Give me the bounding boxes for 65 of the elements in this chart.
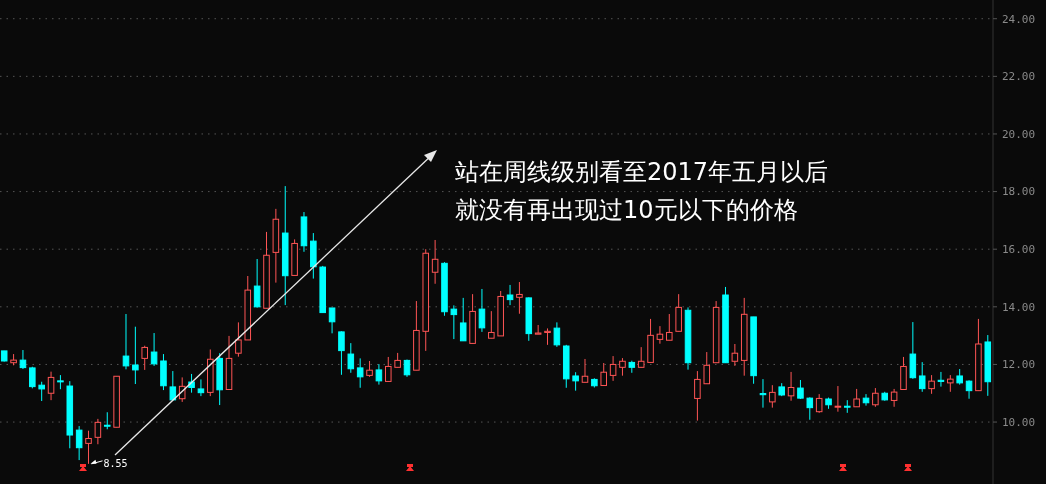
candlestick <box>94 418 102 445</box>
candlestick <box>918 361 926 393</box>
candlestick <box>834 385 842 413</box>
candlestick <box>356 357 364 389</box>
y-tick-label: 22.00 <box>1002 70 1036 84</box>
candlestick <box>431 239 439 285</box>
candlestick <box>731 343 739 367</box>
y-tick-label: 20.00 <box>1002 127 1036 141</box>
candlestick <box>132 326 139 385</box>
candlestick <box>600 362 607 386</box>
candlestick <box>937 371 945 388</box>
y-tick-label: 18.00 <box>1002 185 1036 199</box>
candlestick <box>385 356 392 382</box>
candlestick <box>488 310 495 339</box>
candlestick <box>581 358 589 383</box>
candlestick <box>253 258 261 309</box>
candlestick <box>769 384 776 409</box>
candlestick <box>235 321 242 358</box>
candlestick <box>347 342 355 374</box>
candlestick <box>150 332 158 367</box>
candlestick <box>815 393 823 414</box>
candlestick <box>787 371 795 402</box>
candlestick <box>328 307 336 334</box>
candlestick <box>47 371 55 401</box>
y-tick-label: 10.00 <box>1002 415 1036 429</box>
candlestick <box>338 330 345 376</box>
candlestick <box>75 425 83 461</box>
candlestick <box>169 370 177 401</box>
candlestick <box>862 393 870 407</box>
candlestick <box>19 349 27 370</box>
candlestick <box>141 345 148 371</box>
candlestick <box>188 373 195 394</box>
candlestick <box>375 363 383 386</box>
candlestick <box>85 430 92 465</box>
candlestick <box>806 396 814 421</box>
candlestick <box>909 321 917 380</box>
candlestick <box>122 313 130 370</box>
y-tick-label: 12.00 <box>1002 358 1036 372</box>
candlestick <box>450 304 458 340</box>
y-tick-label: 24.00 <box>1002 12 1036 26</box>
candlestick <box>197 378 205 397</box>
annotation: 站在周线级别看至2017年五月以后 <box>455 158 829 186</box>
candlestick <box>900 356 907 390</box>
y-tick-label: 14.00 <box>1002 300 1036 314</box>
candlestick <box>38 381 45 402</box>
candlestick <box>506 284 514 306</box>
candlestick <box>928 374 935 395</box>
candlestick <box>553 321 561 348</box>
candlestick <box>703 351 711 385</box>
candlestick <box>694 370 701 422</box>
annotation: 就没有再出现过10元以下的价格 <box>455 196 798 224</box>
candlestick <box>666 313 673 341</box>
candlestick <box>459 297 467 342</box>
candlestick <box>478 288 486 333</box>
candlestick <box>572 371 579 392</box>
candlestick <box>637 346 645 368</box>
candlestick <box>516 281 523 315</box>
candlestick <box>675 293 682 332</box>
candlestick <box>609 355 617 382</box>
candlestick <box>872 387 879 408</box>
annotation: 8.55 <box>103 458 128 470</box>
candlestick <box>759 378 767 409</box>
candlestick <box>656 325 664 345</box>
candlestick <box>544 327 551 346</box>
y-tick-label: 16.00 <box>1002 243 1036 257</box>
